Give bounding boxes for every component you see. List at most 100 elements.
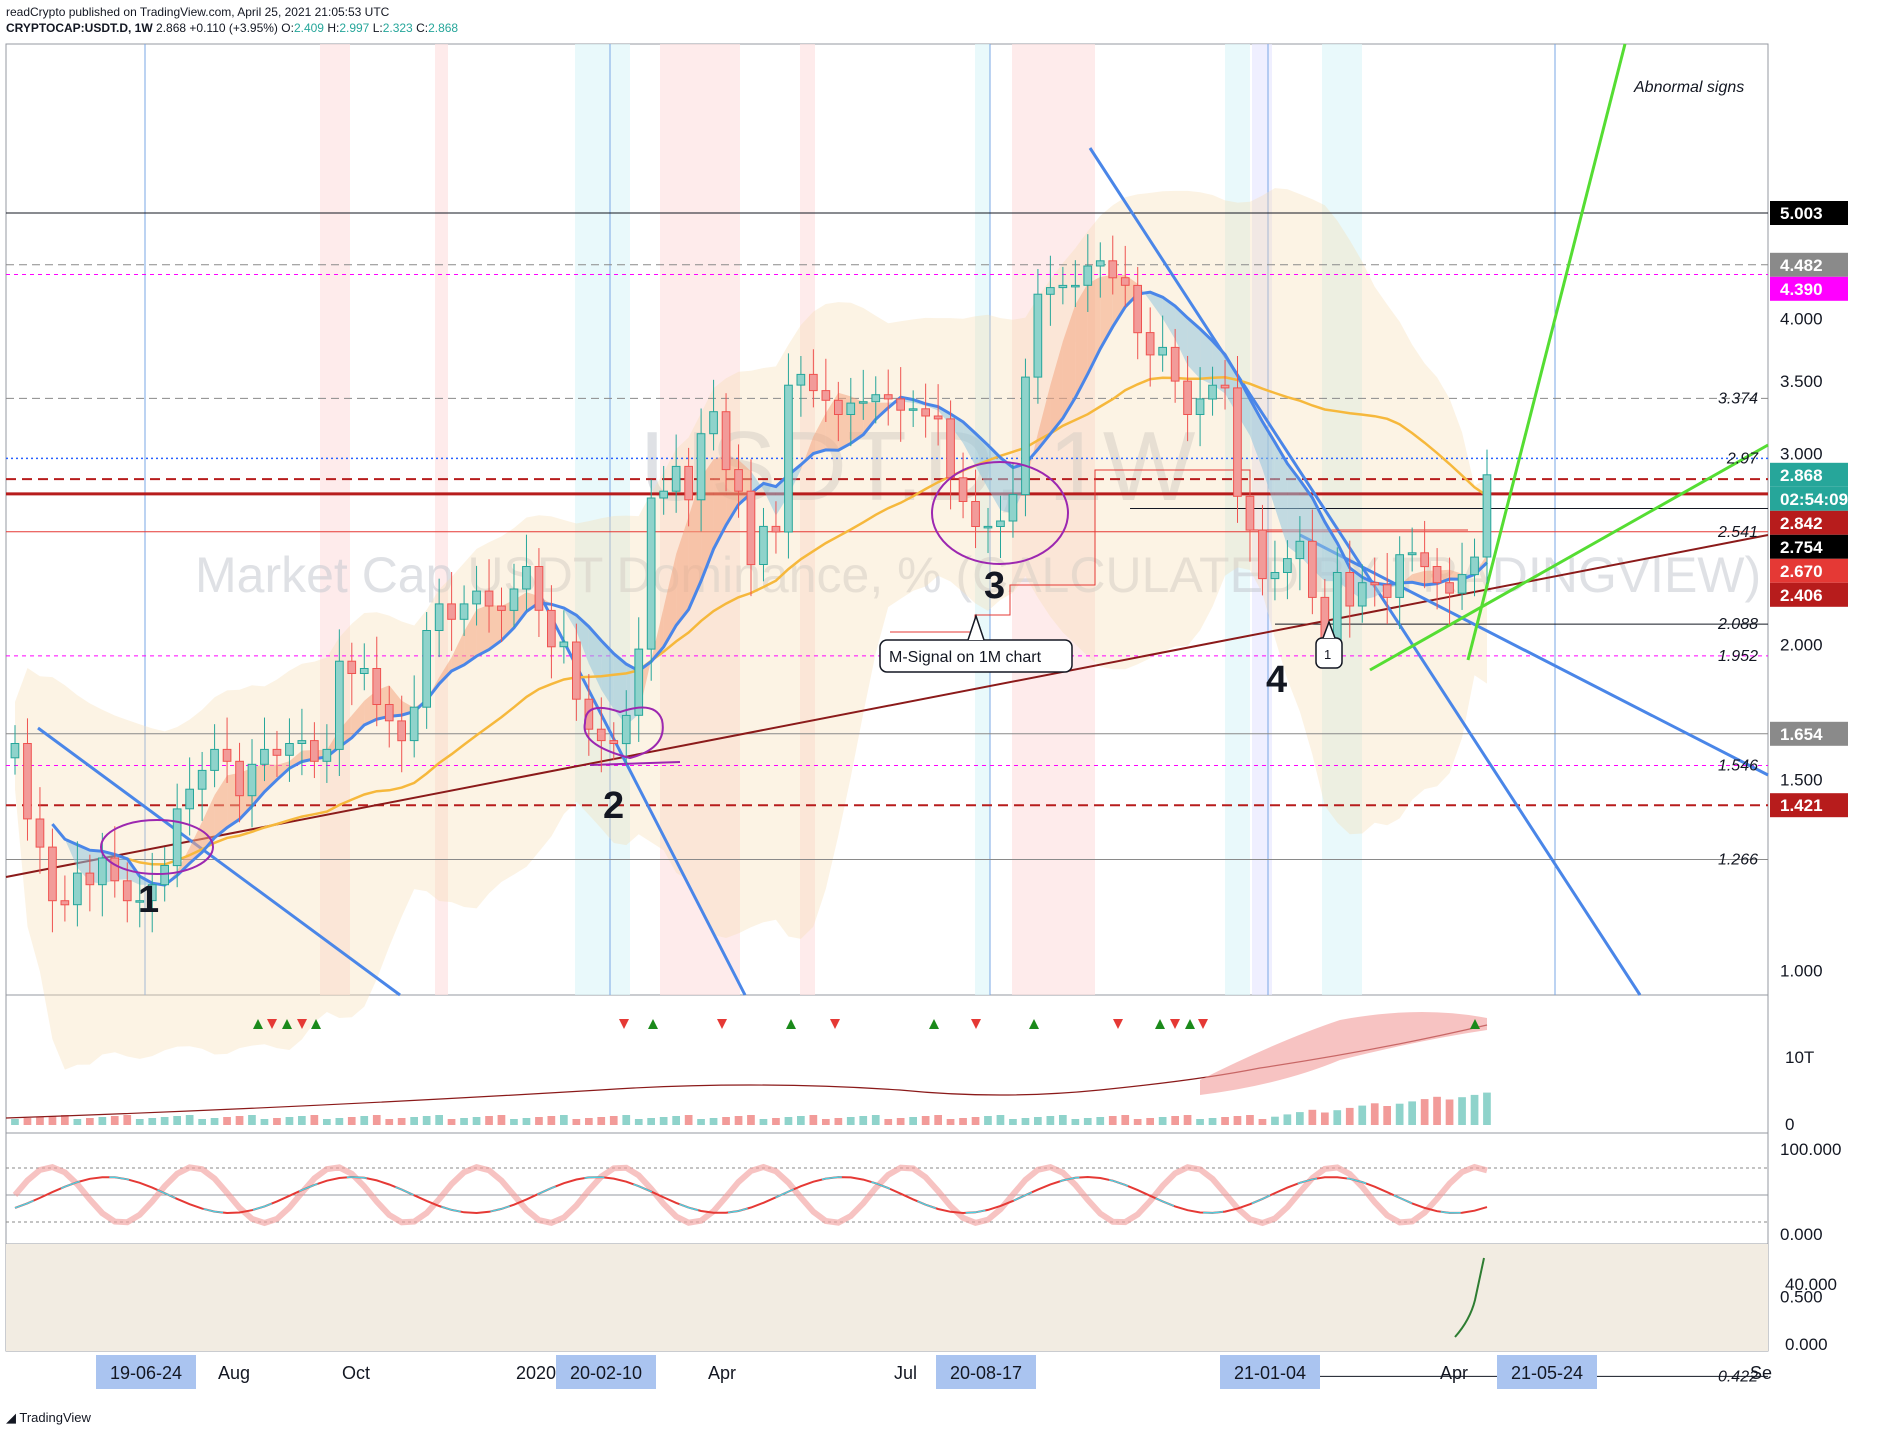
candle-body[interactable]	[1021, 376, 1030, 496]
candle-body[interactable]	[609, 740, 619, 744]
candle-body[interactable]	[1357, 582, 1367, 607]
candle-body[interactable]	[335, 660, 344, 750]
candle-body[interactable]	[172, 808, 182, 867]
candle-body[interactable]	[1058, 284, 1068, 289]
candle-body[interactable]	[285, 743, 294, 756]
candle-body[interactable]	[784, 384, 793, 533]
candle-body[interactable]	[684, 465, 693, 501]
candle-body[interactable]	[147, 884, 157, 902]
candle-body[interactable]	[534, 566, 544, 611]
candle-body[interactable]	[1233, 387, 1242, 497]
candle-body[interactable]	[235, 760, 244, 797]
candle-body[interactable]	[10, 743, 20, 759]
candle-body[interactable]	[85, 872, 95, 886]
candle-body[interactable]	[197, 769, 207, 790]
candle-body[interactable]	[1445, 582, 1454, 594]
candle-body[interactable]	[484, 590, 494, 607]
candle-body[interactable]	[846, 402, 856, 416]
ma-mid-line[interactable]	[51, 290, 1489, 887]
candle-body[interactable]	[23, 743, 32, 820]
candle-body[interactable]	[1095, 260, 1105, 267]
candle-body[interactable]	[1432, 566, 1442, 584]
candle-body[interactable]	[73, 872, 82, 906]
candle-body[interactable]	[1482, 474, 1492, 558]
candle-body[interactable]	[434, 603, 444, 632]
trend-line[interactable]	[1088, 147, 1642, 996]
candle-body[interactable]	[621, 714, 631, 745]
candle-body[interactable]	[247, 763, 257, 797]
candle-body[interactable]	[983, 525, 993, 529]
candle-body[interactable]	[946, 418, 955, 479]
candle-body[interactable]	[122, 880, 132, 902]
candle-body[interactable]	[1108, 260, 1118, 279]
candle-body[interactable]	[821, 390, 831, 401]
candle-body[interactable]	[1332, 572, 1342, 643]
candle-body[interactable]	[1120, 277, 1130, 286]
candle-body[interactable]	[596, 728, 606, 742]
candle-body[interactable]	[1470, 556, 1479, 576]
candle-body[interactable]	[260, 748, 269, 765]
candle-body[interactable]	[1270, 572, 1280, 580]
candle-body[interactable]	[1382, 584, 1392, 598]
candle-body[interactable]	[559, 641, 569, 648]
time-highlight[interactable]	[1497, 1355, 1597, 1389]
candle-body[interactable]	[409, 706, 419, 742]
candle-body[interactable]	[1008, 494, 1018, 522]
candle-body[interactable]	[809, 373, 818, 392]
candle-body[interactable]	[397, 720, 406, 742]
candle-body[interactable]	[996, 520, 1005, 527]
candle-body[interactable]	[110, 857, 120, 882]
candle-body[interactable]	[497, 605, 506, 611]
candle-body[interactable]	[1308, 540, 1317, 598]
candle-body[interactable]	[372, 668, 382, 705]
candle-body[interactable]	[834, 399, 843, 415]
candle-body[interactable]	[896, 398, 905, 411]
candle-body[interactable]	[1245, 495, 1255, 531]
candle-body[interactable]	[310, 740, 319, 762]
time-highlight[interactable]	[96, 1355, 196, 1389]
candle-body[interactable]	[746, 490, 756, 566]
candle-body[interactable]	[908, 408, 918, 411]
candle-body[interactable]	[734, 469, 743, 492]
candle-body[interactable]	[35, 818, 45, 848]
candle-body[interactable]	[1395, 554, 1405, 598]
candle-body[interactable]	[721, 411, 731, 471]
candle-body[interactable]	[447, 603, 456, 620]
trend-line[interactable]	[589, 761, 681, 766]
candle-body[interactable]	[796, 373, 806, 386]
candle-body[interactable]	[472, 590, 481, 605]
candle-body[interactable]	[48, 846, 57, 902]
candle-body[interactable]	[1370, 582, 1380, 586]
candle-body[interactable]	[160, 865, 170, 886]
brand-footer[interactable]: ◢ TradingView	[6, 1410, 91, 1426]
candle-body[interactable]	[1195, 398, 1205, 415]
candle-body[interactable]	[297, 740, 307, 744]
candle-body[interactable]	[871, 394, 881, 403]
ma-long-line[interactable]	[114, 376, 1488, 866]
candle-body[interactable]	[509, 588, 519, 611]
candle-body[interactable]	[1420, 552, 1430, 568]
candle-body[interactable]	[646, 497, 656, 650]
candle-body[interactable]	[60, 900, 70, 906]
candle-body[interactable]	[1295, 540, 1305, 560]
candle-body[interactable]	[696, 433, 706, 501]
candle-body[interactable]	[971, 501, 980, 527]
candle-body[interactable]	[634, 648, 644, 716]
trend-line[interactable]	[1299, 533, 1769, 777]
candle-body[interactable]	[98, 857, 107, 886]
candle-body[interactable]	[933, 415, 943, 420]
candle-body[interactable]	[1283, 558, 1292, 573]
trend-line[interactable]	[1369, 443, 1769, 672]
candle-body[interactable]	[322, 748, 332, 762]
candle-body[interactable]	[1145, 332, 1155, 356]
time-highlight[interactable]	[936, 1355, 1036, 1389]
candle-body[interactable]	[272, 748, 282, 756]
candle-body[interactable]	[522, 566, 531, 590]
candle-body[interactable]	[1183, 380, 1192, 416]
candle-body[interactable]	[185, 788, 195, 810]
candle-body[interactable]	[1133, 284, 1143, 334]
candle-body[interactable]	[883, 394, 893, 400]
candle-body[interactable]	[1345, 572, 1355, 607]
candle-body[interactable]	[1407, 552, 1417, 556]
time-highlight[interactable]	[556, 1355, 656, 1389]
